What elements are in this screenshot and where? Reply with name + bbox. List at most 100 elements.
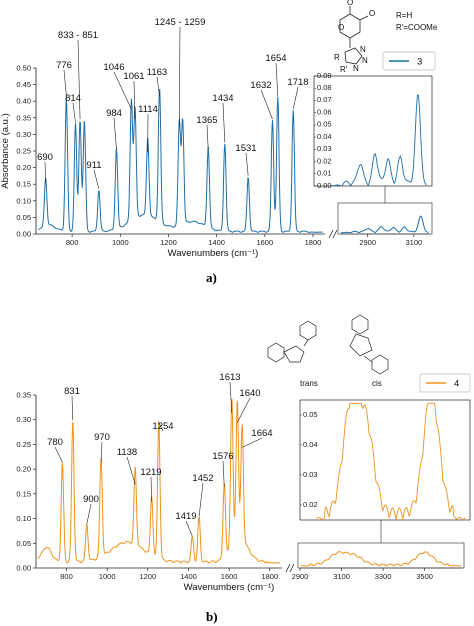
x-tick-label: 1600 bbox=[221, 572, 238, 581]
peak-label: 1114 bbox=[138, 104, 158, 115]
y-tick-label: 0.45 bbox=[16, 80, 31, 89]
y-tick-label: 0.00 bbox=[16, 564, 31, 573]
peak-label: 900 bbox=[83, 494, 99, 505]
structure-atom-r: R bbox=[334, 53, 340, 62]
peak-leader-line bbox=[178, 26, 181, 126]
peak-label: 780 bbox=[47, 437, 63, 448]
structure-atom-o3: O bbox=[338, 23, 344, 32]
peak-leader-line bbox=[100, 441, 103, 463]
y-tick-label: 0.25 bbox=[16, 440, 31, 449]
peak-label: 1061 bbox=[123, 71, 144, 82]
panel-a: 0.00 0.05 0.10 0.15 0.20 0.25 0.30 0.35 0.40 0.45… bbox=[0, 0, 438, 285]
ester-bond bbox=[359, 15, 369, 21]
structure-atom-n2: N bbox=[362, 56, 368, 65]
x-tick-break-label: 3100 bbox=[333, 572, 350, 581]
peak-leader-line bbox=[63, 69, 67, 96]
inset-spectrum-line bbox=[316, 402, 466, 521]
x-tick-label: 1000 bbox=[112, 238, 129, 247]
peak-label: 690 bbox=[37, 152, 53, 163]
axis-break-mark bbox=[328, 229, 338, 239]
spectrum-line-main bbox=[37, 398, 281, 564]
inset-frame bbox=[313, 75, 433, 187]
y-tick-label: 0.25 bbox=[16, 147, 31, 156]
x-tick-label: 1800 bbox=[305, 238, 322, 247]
panel-b-plot: 0.00 0.05 0.10 0.15 0.20 0.25 0.30 0.35 800 1000 1… bbox=[16, 314, 471, 593]
y-tick-label: 0.15 bbox=[16, 180, 31, 189]
cis-core-ring bbox=[349, 333, 373, 357]
panel-b-label: b) bbox=[206, 609, 218, 624]
x-tick-label: 800 bbox=[60, 572, 73, 581]
peak-leader-line bbox=[93, 169, 100, 189]
trans-pyranone-ring bbox=[267, 342, 285, 363]
structure-atom-n3: N bbox=[353, 64, 359, 73]
inset-y-tick-label: 0.05 bbox=[303, 410, 318, 419]
peak-label: 1576 bbox=[212, 451, 233, 462]
legend-label: 4 bbox=[454, 379, 459, 390]
x-tick-label: 1600 bbox=[256, 238, 273, 247]
trans-core-ring bbox=[283, 345, 305, 363]
peak-leader-line bbox=[198, 482, 204, 517]
x-tick-label: 1000 bbox=[99, 572, 116, 581]
structure-label-cis: cis bbox=[372, 379, 382, 388]
inset-y-tick-label: 0.01 bbox=[317, 169, 332, 178]
peak-label: 1163 bbox=[147, 67, 167, 78]
peak-label: 984 bbox=[106, 108, 122, 119]
peak-leader-line bbox=[113, 71, 132, 110]
peak-label: 1138 bbox=[117, 447, 137, 458]
cis-linker bbox=[363, 355, 373, 363]
x-tick-break-label: 3100 bbox=[406, 238, 423, 247]
y-tick-label: 0.35 bbox=[16, 391, 31, 400]
peak-leader-line bbox=[71, 395, 74, 421]
peak-label: 1419 bbox=[175, 511, 196, 522]
inset-y-tick-label: 0.03 bbox=[303, 470, 318, 479]
peak-label: 1640 bbox=[239, 388, 260, 399]
trans-linker bbox=[303, 339, 309, 347]
peak-leader-line bbox=[133, 80, 136, 120]
structure-atom-o1: O bbox=[347, 0, 353, 7]
inset-spectrum-line bbox=[330, 94, 427, 187]
y-tick-label: 0.30 bbox=[16, 130, 31, 139]
peak-label: 911 bbox=[86, 160, 101, 171]
peak-leader-line bbox=[242, 437, 263, 448]
peak-label: 1654 bbox=[265, 53, 286, 64]
structure-label-trans: trans bbox=[300, 379, 318, 388]
peak-label: 1452 bbox=[192, 473, 213, 484]
peak-leader-line bbox=[54, 446, 63, 463]
peak-leader-line bbox=[150, 476, 152, 502]
y-tick-label: 0.35 bbox=[16, 113, 31, 122]
y-axis-label: Absorbance (a.u.) bbox=[0, 113, 11, 189]
inset-y-tick-label: 0.00 bbox=[317, 181, 332, 190]
peak-leader-line bbox=[113, 117, 117, 150]
inset-y-tick-label: 0.04 bbox=[317, 132, 332, 141]
panel-b: 0.00 0.05 0.10 0.15 0.20 0.25 0.30 0.35 800 1000 1… bbox=[16, 314, 471, 624]
structure-atom-rprime: R′ bbox=[340, 65, 348, 74]
peak-label: 776 bbox=[56, 60, 72, 71]
peak-leader-line bbox=[86, 503, 92, 525]
y-tick-label: 0.20 bbox=[16, 465, 31, 474]
y-tick-label: 0.15 bbox=[16, 489, 31, 498]
peak-label: 1245 - 1259 bbox=[155, 17, 206, 28]
y-tick-label: 0.05 bbox=[16, 539, 31, 548]
x-tick-break-label: 2900 bbox=[359, 238, 376, 247]
y-tick-label: 0.10 bbox=[16, 196, 31, 205]
peak-leader-line bbox=[206, 124, 209, 150]
peak-leader-line bbox=[245, 152, 249, 176]
inset-frame bbox=[299, 399, 471, 521]
peak-leader-line bbox=[77, 39, 81, 120]
axis-break-mark bbox=[285, 563, 295, 573]
inset-y-tick-label: 0.08 bbox=[317, 83, 332, 92]
x-tick-label: 1400 bbox=[208, 238, 225, 247]
peak-leader-line bbox=[222, 102, 226, 143]
x-tick-label: 1800 bbox=[261, 572, 278, 581]
structure-atom-n1: N bbox=[360, 45, 366, 54]
peak-label: 833 - 851 bbox=[58, 30, 98, 41]
peak-label: 1718 bbox=[287, 77, 308, 88]
peak-label: 1434 bbox=[212, 93, 233, 104]
peak-leader-line bbox=[185, 520, 193, 537]
structure-label-r: R=H bbox=[396, 11, 412, 20]
peak-label: 1632 bbox=[250, 80, 271, 91]
peak-label: 970 bbox=[94, 432, 110, 443]
inset-y-tick-label: 0.02 bbox=[317, 156, 332, 165]
peak-leader-line bbox=[44, 161, 46, 183]
